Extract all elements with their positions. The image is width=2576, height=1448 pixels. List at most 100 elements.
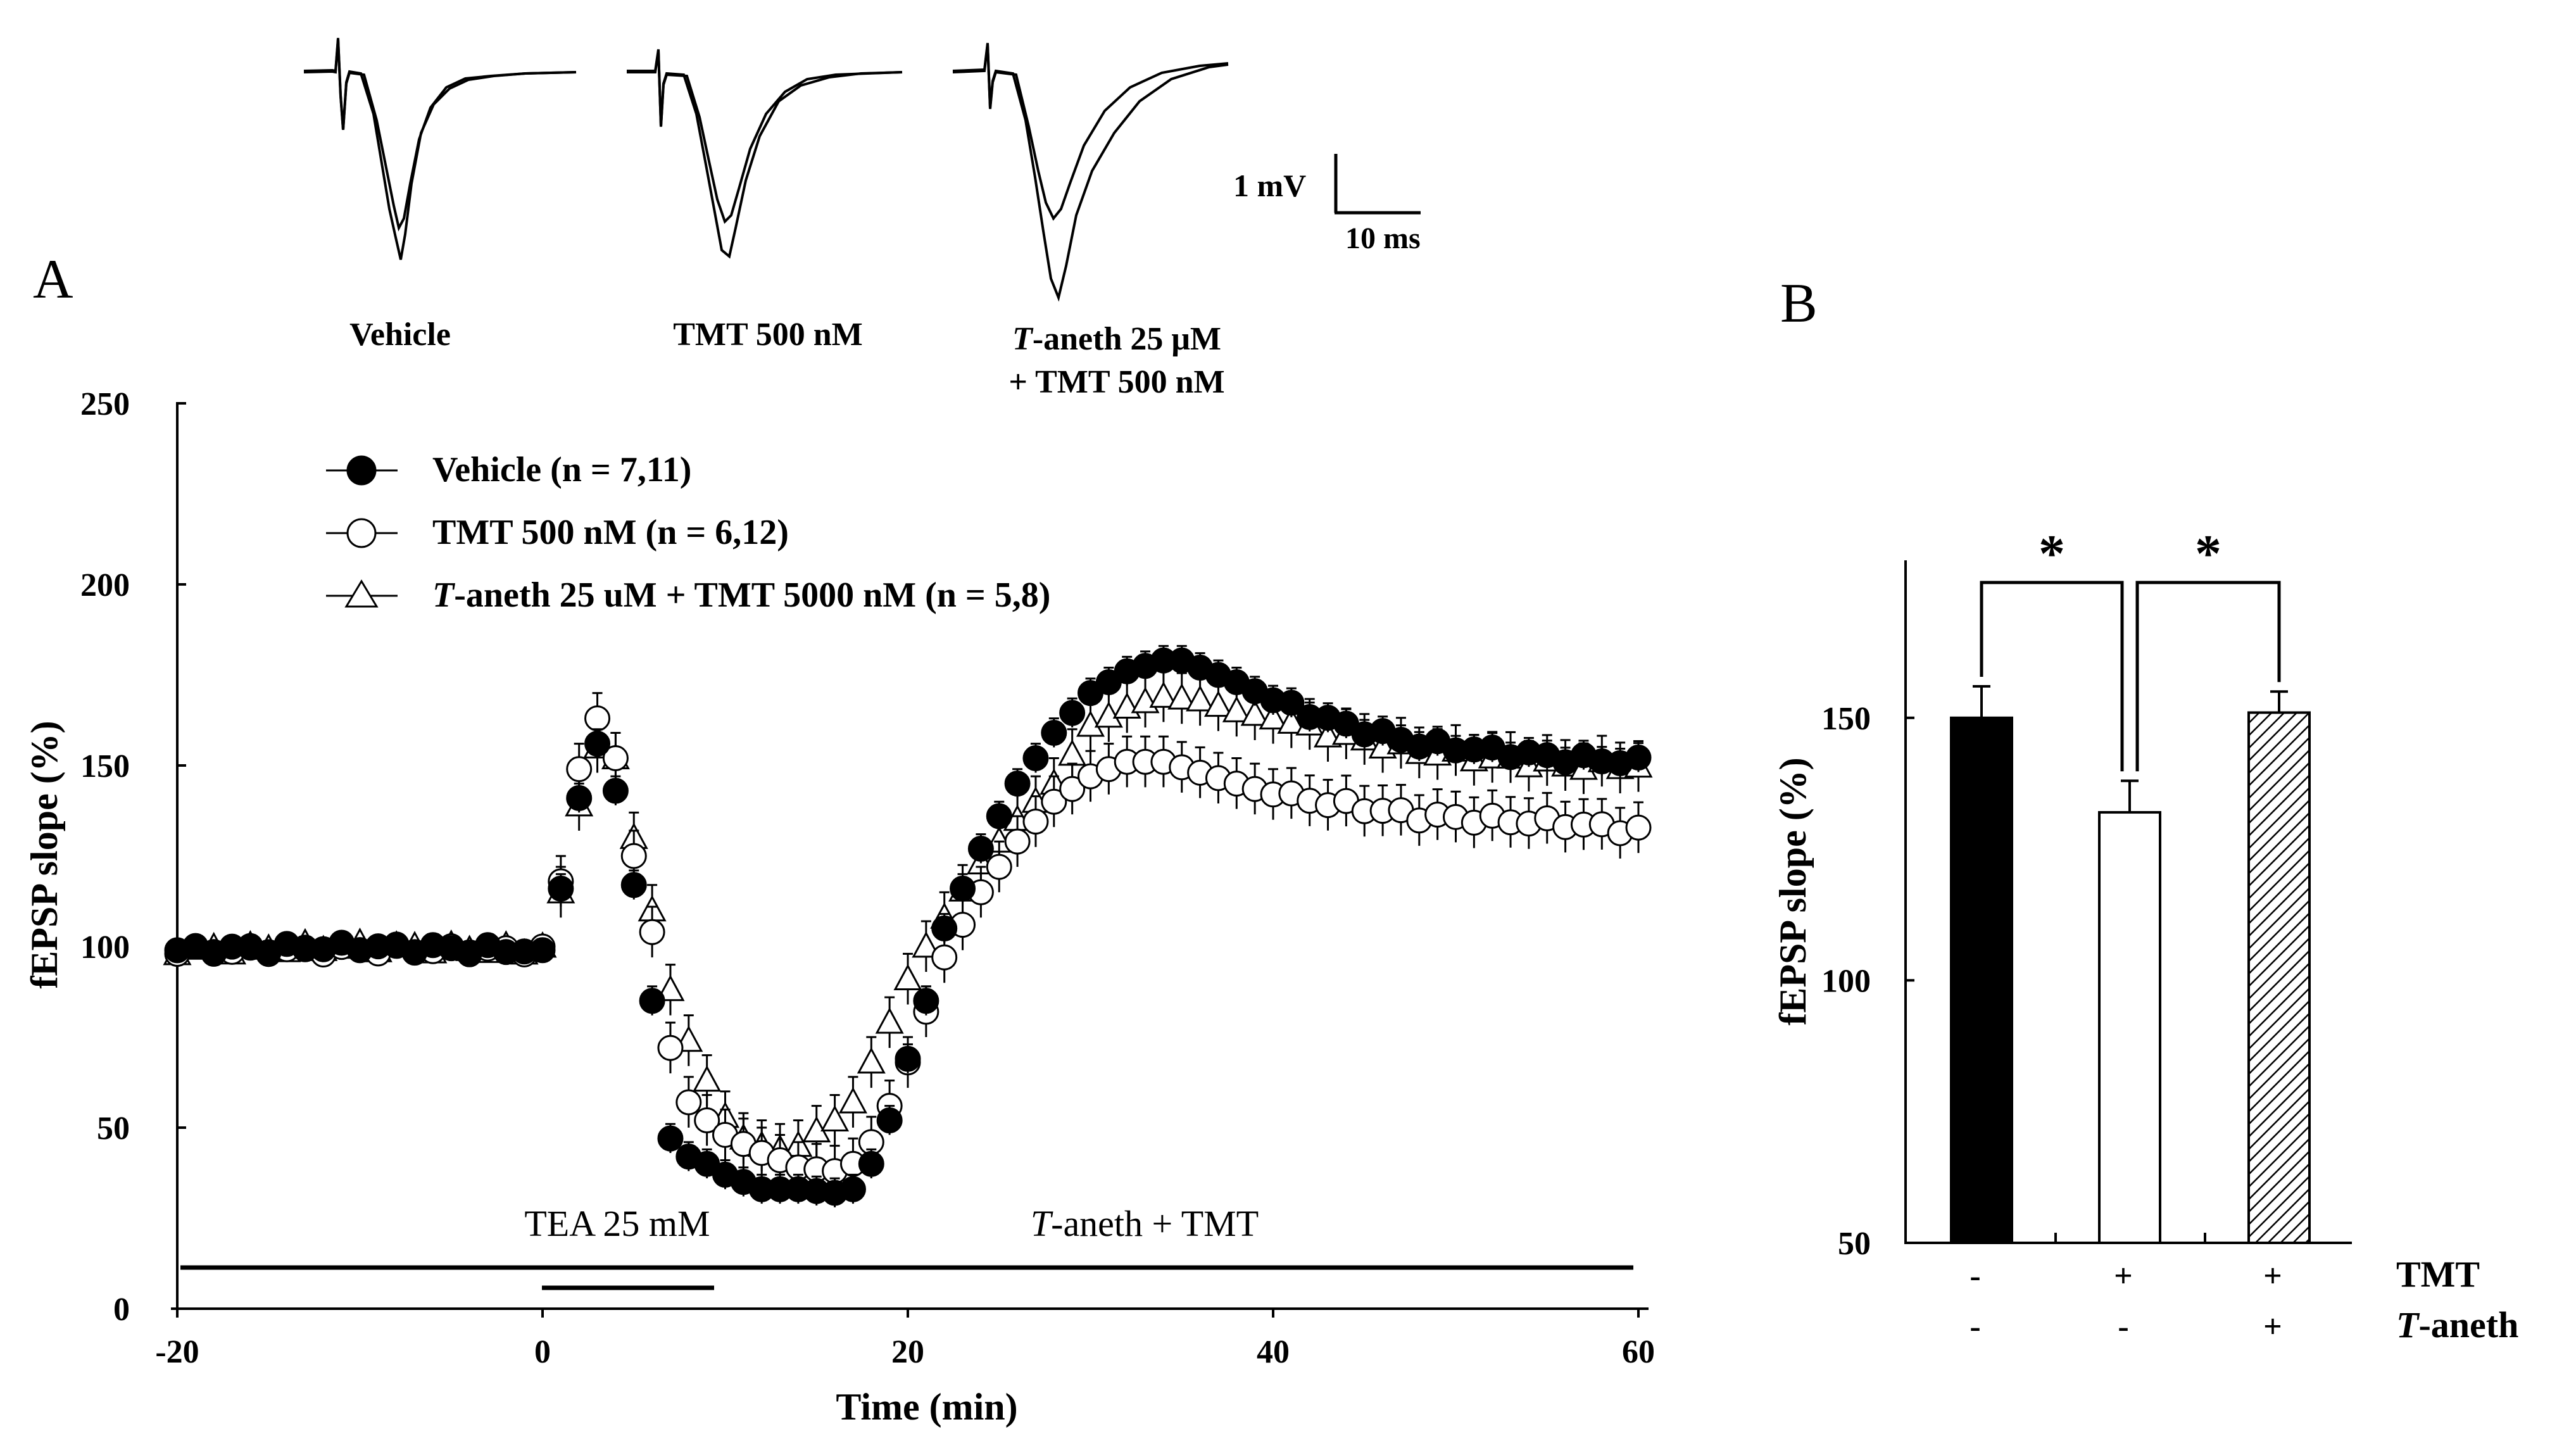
data-point-vehicle <box>529 937 556 964</box>
panel-a-x-ticks: -20 0 20 40 60 <box>155 1309 1655 1370</box>
x-tick-label: 60 <box>1622 1334 1655 1370</box>
treatment-label: T-aneth + TMT <box>1031 1203 1259 1244</box>
data-point-aneth <box>893 964 922 990</box>
tea-label: TEA 25 mM <box>524 1203 710 1244</box>
legend-marker-open-circle <box>346 518 377 548</box>
significance-star: * <box>2039 524 2065 583</box>
condition-label: T-aneth <box>2396 1304 2518 1345</box>
y-tick-label: 150 <box>80 748 130 784</box>
significance-bracket <box>1980 581 2124 772</box>
panel-a-label: A <box>33 249 73 310</box>
trace-tmt <box>627 49 903 259</box>
condition-sign: - <box>2118 1309 2128 1345</box>
trace-label-aneth-rest: -aneth 25 μM <box>1033 321 1221 357</box>
panel-a-chart: 0 50 100 150 200 250 -20 0 20 40 60 fEPSP slope (… <box>23 386 1655 1428</box>
trace-label-aneth-italic: T <box>1012 321 1034 357</box>
treatment-label-italic: T <box>1031 1203 1053 1244</box>
y-tick-label: 250 <box>80 386 130 422</box>
data-point-vehicle <box>620 872 647 898</box>
panel-b-conditions: - + + TMT - - + T-aneth <box>1970 1254 2518 1345</box>
data-point-vehicle <box>986 803 1012 829</box>
data-point-aneth <box>912 931 941 958</box>
panel-b-y-label: fEPSP slope (%) <box>1772 757 1814 1025</box>
data-point-tmt <box>584 705 611 732</box>
bar-1 <box>2098 811 2161 1244</box>
trace-label-tmt: TMT 500 nM <box>673 317 863 353</box>
data-point-aneth <box>875 1007 904 1034</box>
data-point-tmt <box>1041 788 1067 815</box>
data-point-vehicle <box>1625 745 1652 771</box>
significance-star: * <box>2195 524 2221 583</box>
trace-label-aneth-line2: + TMT 500 nM <box>1008 364 1224 400</box>
trace-label-vehicle: Vehicle <box>349 317 451 353</box>
data-point-tmt <box>602 745 629 772</box>
legend-item-vehicle: Vehicle (n = 7,11) <box>326 450 691 489</box>
data-point-vehicle <box>639 988 665 1014</box>
data-point-vehicle <box>950 875 976 902</box>
trace-vehicle <box>303 37 577 260</box>
data-point-vehicle <box>931 915 958 941</box>
scale-bar: 1 mV 10 ms <box>1233 154 1421 255</box>
condition-label-text: TMT <box>2396 1254 2480 1295</box>
data-point-vehicle <box>657 1125 684 1152</box>
x-tick-label: -20 <box>155 1334 199 1370</box>
data-point-vehicle <box>967 836 994 862</box>
example-traces: 1 mV 10 ms Vehicle TMT 500 nM T-aneth 25… <box>303 37 1421 400</box>
data-point-aneth <box>1203 690 1233 717</box>
legend-label-aneth-italic: T <box>432 576 456 615</box>
data-point-vehicle <box>602 778 629 804</box>
data-point-tmt <box>694 1107 720 1134</box>
data-point-vehicle <box>584 731 611 757</box>
condition-sign: + <box>2114 1258 2133 1294</box>
condition-label-italic: T <box>2396 1304 2420 1345</box>
data-point-tmt <box>620 843 647 869</box>
data-point-aneth <box>1314 721 1343 748</box>
data-point-tmt <box>931 944 958 971</box>
legend-marker-open-triangle <box>344 579 379 608</box>
legend-item-aneth: T-aneth 25 uM + TMT 5000 nM (n = 5,8) <box>326 576 1050 615</box>
panel-b-significance: * * <box>1980 524 2281 772</box>
data-point-aneth <box>1167 683 1197 710</box>
legend-marker-filled-circle <box>346 455 377 486</box>
data-point-vehicle <box>895 1045 921 1072</box>
y-tick-label: 100 <box>80 929 130 966</box>
data-point-tmt <box>675 1089 702 1116</box>
y-tick-label: 0 <box>113 1292 130 1328</box>
data-point-vehicle <box>566 784 593 811</box>
panel-b-label: B <box>1780 273 1818 334</box>
condition-sign: - <box>1970 1258 1980 1294</box>
data-point-aneth <box>1259 703 1288 730</box>
trace-aneth <box>952 42 1229 302</box>
y-tick-label: 200 <box>80 567 130 603</box>
legend-label-vehicle: Vehicle (n = 7,11) <box>432 450 691 489</box>
x-tick-label: 0 <box>534 1334 551 1370</box>
data-point-aneth <box>857 1047 886 1074</box>
condition-sign: + <box>2263 1309 2282 1345</box>
data-point-aneth <box>1240 699 1269 726</box>
data-point-vehicle <box>839 1176 866 1202</box>
significance-bracket <box>2135 581 2281 772</box>
scale-bar-time: 10 ms <box>1345 222 1421 255</box>
panel-a-legend: Vehicle (n = 7,11) TMT 500 nM (n = 6,12)… <box>326 450 1050 615</box>
data-point-tmt <box>1004 828 1031 855</box>
data-point-aneth <box>838 1086 867 1114</box>
condition-sign: - <box>1970 1309 1980 1345</box>
condition-label-text: -aneth <box>2418 1304 2518 1345</box>
condition-sign: + <box>2263 1258 2282 1294</box>
data-point-vehicle <box>858 1150 884 1177</box>
condition-label: TMT <box>2396 1254 2480 1295</box>
data-point-tmt <box>566 756 593 783</box>
data-point-aneth <box>820 1105 850 1132</box>
data-point-tmt <box>1059 776 1086 802</box>
data-point-aneth <box>1222 696 1251 722</box>
data-point-vehicle <box>913 988 939 1014</box>
data-point-aneth <box>693 1065 722 1092</box>
data-point-tmt <box>986 853 1012 880</box>
panel-b-y-ticks: 50 100 150 <box>1821 701 2206 1262</box>
series-vehicle <box>164 645 1652 1207</box>
y-tick-label: 50 <box>97 1111 130 1147</box>
y-tick-label: 150 <box>1821 701 1871 737</box>
y-tick-label: 100 <box>1821 963 1871 999</box>
